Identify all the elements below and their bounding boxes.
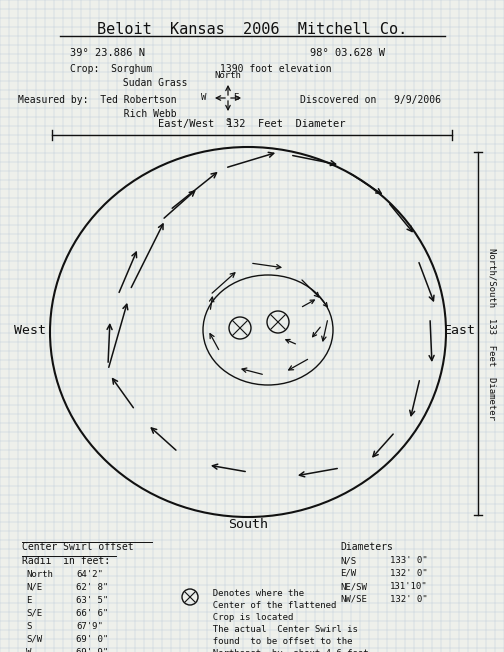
Text: S: S — [26, 622, 31, 631]
Text: Crop:  Sorghum: Crop: Sorghum — [70, 64, 152, 74]
Text: S: S — [225, 118, 231, 127]
Text: NE/SW: NE/SW — [340, 582, 367, 591]
Text: E/W: E/W — [340, 569, 356, 578]
Text: 98° 03.628 W: 98° 03.628 W — [310, 48, 385, 58]
Text: 69' 0": 69' 0" — [76, 635, 108, 644]
Text: Crop is located: Crop is located — [202, 613, 293, 622]
Text: Center Swirl offset: Center Swirl offset — [22, 542, 134, 552]
Text: NW/SE: NW/SE — [340, 595, 367, 604]
Text: Center of the flattened: Center of the flattened — [202, 601, 336, 610]
Text: found  to be offset to the: found to be offset to the — [202, 637, 352, 646]
Text: Measured by:  Ted Robertson: Measured by: Ted Robertson — [18, 95, 176, 105]
Text: Sudan Grass: Sudan Grass — [70, 78, 187, 88]
Text: W: W — [26, 648, 31, 652]
Text: S/E: S/E — [26, 609, 42, 618]
Text: Rich Webb: Rich Webb — [18, 109, 176, 119]
Text: 63' 5": 63' 5" — [76, 596, 108, 605]
Text: North: North — [26, 570, 53, 579]
Text: 131'10": 131'10" — [390, 582, 427, 591]
Text: 132' 0": 132' 0" — [390, 595, 427, 604]
Text: E: E — [26, 596, 31, 605]
Text: South: South — [228, 518, 268, 531]
Text: 67'9": 67'9" — [76, 622, 103, 631]
Text: The actual  Center Swirl is: The actual Center Swirl is — [202, 625, 358, 634]
Text: 64'2": 64'2" — [76, 570, 103, 579]
Text: W: W — [201, 93, 206, 102]
Text: Northeast  by  about 4-6 feet: Northeast by about 4-6 feet — [202, 649, 368, 652]
Text: East: East — [444, 323, 476, 336]
Text: 66' 6": 66' 6" — [76, 609, 108, 618]
Text: 39° 23.886 N: 39° 23.886 N — [70, 48, 145, 58]
Text: West: West — [14, 323, 46, 336]
Text: E: E — [233, 93, 238, 102]
Text: 62' 8": 62' 8" — [76, 583, 108, 592]
Text: S/W: S/W — [26, 635, 42, 644]
Text: 69' 9": 69' 9" — [76, 648, 108, 652]
Text: North/South  133  Feet  Diameter: North/South 133 Feet Diameter — [487, 248, 496, 419]
Text: 1390 foot elevation: 1390 foot elevation — [220, 64, 332, 74]
Text: Diameters: Diameters — [340, 542, 393, 552]
Text: 132' 0": 132' 0" — [390, 569, 427, 578]
Text: N/S: N/S — [340, 556, 356, 565]
Text: Beloit  Kansas  2006  Mitchell Co.: Beloit Kansas 2006 Mitchell Co. — [97, 22, 407, 37]
Text: Radii  in feet:: Radii in feet: — [22, 556, 110, 566]
Text: Denotes where the: Denotes where the — [202, 589, 304, 598]
Text: N/E: N/E — [26, 583, 42, 592]
Text: 133' 0": 133' 0" — [390, 556, 427, 565]
Text: North: North — [215, 71, 241, 80]
Text: East/West  132  Feet  Diameter: East/West 132 Feet Diameter — [158, 119, 346, 129]
Text: Discovered on   9/9/2006: Discovered on 9/9/2006 — [300, 95, 441, 105]
